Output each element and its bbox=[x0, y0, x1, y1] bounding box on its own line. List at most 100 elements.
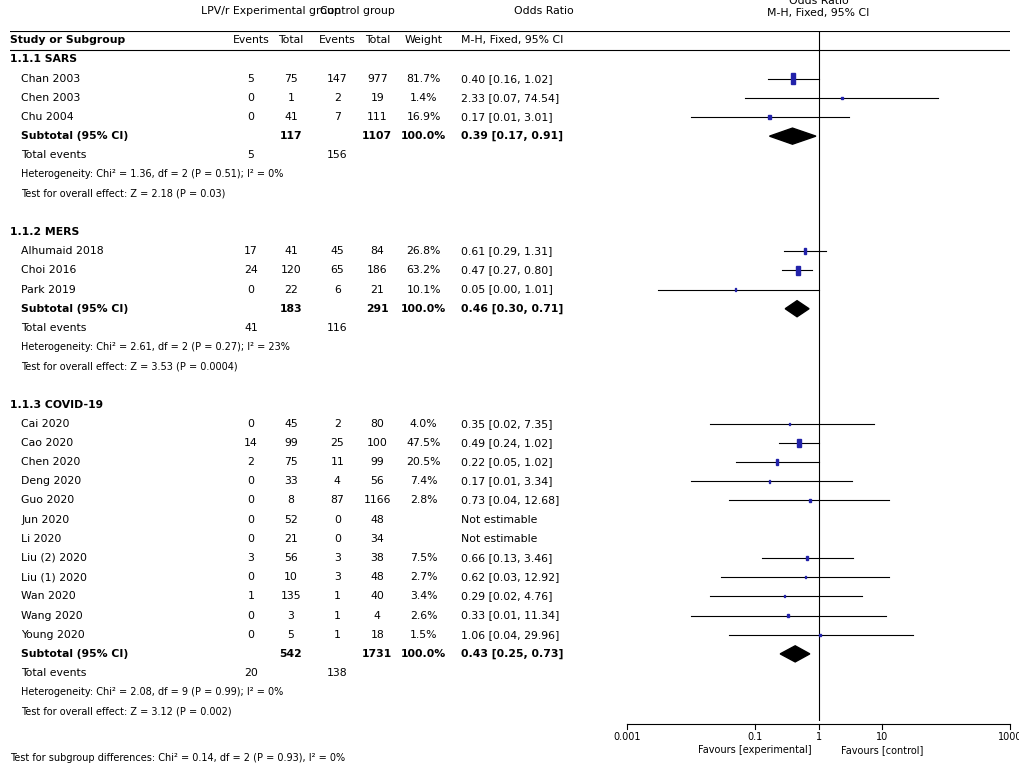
Text: 40: 40 bbox=[370, 591, 384, 601]
Text: 3.4%: 3.4% bbox=[410, 591, 437, 601]
Text: 99: 99 bbox=[284, 438, 298, 448]
Text: 117: 117 bbox=[279, 131, 302, 141]
Text: 0.61 [0.29, 1.31]: 0.61 [0.29, 1.31] bbox=[461, 246, 551, 256]
Text: 0: 0 bbox=[248, 476, 254, 486]
Text: Total events: Total events bbox=[21, 150, 87, 160]
Text: 147: 147 bbox=[327, 74, 347, 84]
Text: 24: 24 bbox=[244, 265, 258, 275]
Text: 0: 0 bbox=[248, 285, 254, 295]
Text: 7.5%: 7.5% bbox=[410, 553, 437, 563]
Text: 0: 0 bbox=[248, 112, 254, 122]
Text: 33: 33 bbox=[284, 476, 298, 486]
Text: 2.8%: 2.8% bbox=[410, 495, 437, 505]
Text: 75: 75 bbox=[284, 457, 298, 467]
Text: 3: 3 bbox=[333, 572, 340, 582]
Text: Not estimable: Not estimable bbox=[461, 534, 537, 544]
Text: 7: 7 bbox=[333, 112, 340, 122]
Text: 56: 56 bbox=[284, 553, 298, 563]
Text: Test for subgroup differences: Chi² = 0.14, df = 2 (P = 0.93), I² = 0%: Test for subgroup differences: Chi² = 0.… bbox=[10, 753, 345, 763]
Bar bbox=[768, 479, 769, 483]
Text: 41: 41 bbox=[244, 323, 258, 333]
Text: Liu (2) 2020: Liu (2) 2020 bbox=[21, 553, 88, 563]
Text: 1.1.3 COVID-19: 1.1.3 COVID-19 bbox=[10, 400, 103, 410]
Text: 0.62 [0.03, 12.92]: 0.62 [0.03, 12.92] bbox=[461, 572, 558, 582]
Text: 45: 45 bbox=[284, 419, 298, 429]
Text: Events: Events bbox=[232, 35, 269, 45]
Text: Chu 2004: Chu 2004 bbox=[21, 112, 73, 122]
Text: Odds Ratio
M-H, Fixed, 95% CI: Odds Ratio M-H, Fixed, 95% CI bbox=[766, 0, 869, 18]
Text: 1.4%: 1.4% bbox=[410, 93, 437, 103]
Text: 183: 183 bbox=[279, 304, 302, 314]
Polygon shape bbox=[768, 128, 815, 144]
Text: 2.7%: 2.7% bbox=[410, 572, 437, 582]
Text: Control group: Control group bbox=[320, 5, 394, 16]
Text: Total events: Total events bbox=[21, 323, 87, 333]
Text: 87: 87 bbox=[330, 495, 343, 505]
Text: 4: 4 bbox=[374, 611, 380, 621]
Text: 21: 21 bbox=[370, 285, 384, 295]
Text: 1: 1 bbox=[814, 732, 821, 742]
Text: 80: 80 bbox=[370, 419, 384, 429]
Text: Test for overall effect: Z = 2.18 (P = 0.03): Test for overall effect: Z = 2.18 (P = 0… bbox=[21, 189, 225, 199]
Text: Guo 2020: Guo 2020 bbox=[21, 495, 74, 505]
Bar bbox=[788, 423, 790, 425]
Text: 2.33 [0.07, 74.54]: 2.33 [0.07, 74.54] bbox=[461, 93, 558, 103]
Polygon shape bbox=[780, 646, 809, 662]
Text: 0: 0 bbox=[333, 534, 340, 544]
Text: 100.0%: 100.0% bbox=[400, 131, 446, 141]
Text: 0: 0 bbox=[248, 572, 254, 582]
Text: Total: Total bbox=[278, 35, 304, 45]
Text: 0.22 [0.05, 1.02]: 0.22 [0.05, 1.02] bbox=[461, 457, 551, 467]
Text: 138: 138 bbox=[327, 668, 347, 678]
Text: 2: 2 bbox=[333, 93, 340, 103]
Text: 0.40 [0.16, 1.02]: 0.40 [0.16, 1.02] bbox=[461, 74, 551, 84]
Bar bbox=[783, 595, 785, 597]
Text: 542: 542 bbox=[279, 649, 302, 659]
Text: Alhumaid 2018: Alhumaid 2018 bbox=[21, 246, 104, 256]
Text: 19: 19 bbox=[370, 93, 384, 103]
Text: 0: 0 bbox=[248, 534, 254, 544]
Text: 17: 17 bbox=[244, 246, 258, 256]
Text: 0.17 [0.01, 3.01]: 0.17 [0.01, 3.01] bbox=[461, 112, 551, 122]
Text: 291: 291 bbox=[366, 304, 388, 314]
Text: 100.0%: 100.0% bbox=[400, 649, 446, 659]
Text: 2: 2 bbox=[333, 419, 340, 429]
Text: Weight: Weight bbox=[405, 35, 442, 45]
Text: 14: 14 bbox=[244, 438, 258, 448]
Text: 10: 10 bbox=[283, 572, 298, 582]
Text: Odds Ratio: Odds Ratio bbox=[514, 5, 574, 16]
Bar bbox=[787, 614, 788, 617]
Text: 4.0%: 4.0% bbox=[410, 419, 437, 429]
Text: 0: 0 bbox=[248, 515, 254, 525]
Text: Study or Subgroup: Study or Subgroup bbox=[10, 35, 125, 45]
Bar bbox=[795, 265, 799, 275]
Text: 22: 22 bbox=[284, 285, 298, 295]
Text: 10.1%: 10.1% bbox=[406, 285, 440, 295]
Text: 0.05 [0.00, 1.01]: 0.05 [0.00, 1.01] bbox=[461, 285, 552, 295]
Text: 45: 45 bbox=[330, 246, 343, 256]
Text: 84: 84 bbox=[370, 246, 384, 256]
Text: 100.0%: 100.0% bbox=[400, 304, 446, 314]
Text: LPV/r Experimental group: LPV/r Experimental group bbox=[201, 5, 340, 16]
Text: 1000: 1000 bbox=[997, 732, 1019, 742]
Text: Park 2019: Park 2019 bbox=[21, 285, 76, 295]
Text: 7.4%: 7.4% bbox=[410, 476, 437, 486]
Text: 65: 65 bbox=[330, 265, 343, 275]
Text: 0.35 [0.02, 7.35]: 0.35 [0.02, 7.35] bbox=[461, 419, 551, 429]
Text: 0: 0 bbox=[248, 630, 254, 640]
Text: 1107: 1107 bbox=[362, 131, 392, 141]
Text: 0: 0 bbox=[248, 419, 254, 429]
Text: 116: 116 bbox=[327, 323, 347, 333]
Text: 0.49 [0.24, 1.02]: 0.49 [0.24, 1.02] bbox=[461, 438, 551, 448]
Text: 48: 48 bbox=[370, 515, 384, 525]
Text: M-H, Fixed, 95% CI: M-H, Fixed, 95% CI bbox=[461, 35, 562, 45]
Text: 1: 1 bbox=[333, 630, 340, 640]
Text: Subtotal (95% CI): Subtotal (95% CI) bbox=[21, 131, 128, 141]
Text: Choi 2016: Choi 2016 bbox=[21, 265, 76, 275]
Text: 2.6%: 2.6% bbox=[410, 611, 437, 621]
Text: 1731: 1731 bbox=[362, 649, 392, 659]
Text: 3: 3 bbox=[248, 553, 254, 563]
Text: 99: 99 bbox=[370, 457, 384, 467]
Text: 1.5%: 1.5% bbox=[410, 630, 437, 640]
Bar bbox=[805, 556, 807, 560]
